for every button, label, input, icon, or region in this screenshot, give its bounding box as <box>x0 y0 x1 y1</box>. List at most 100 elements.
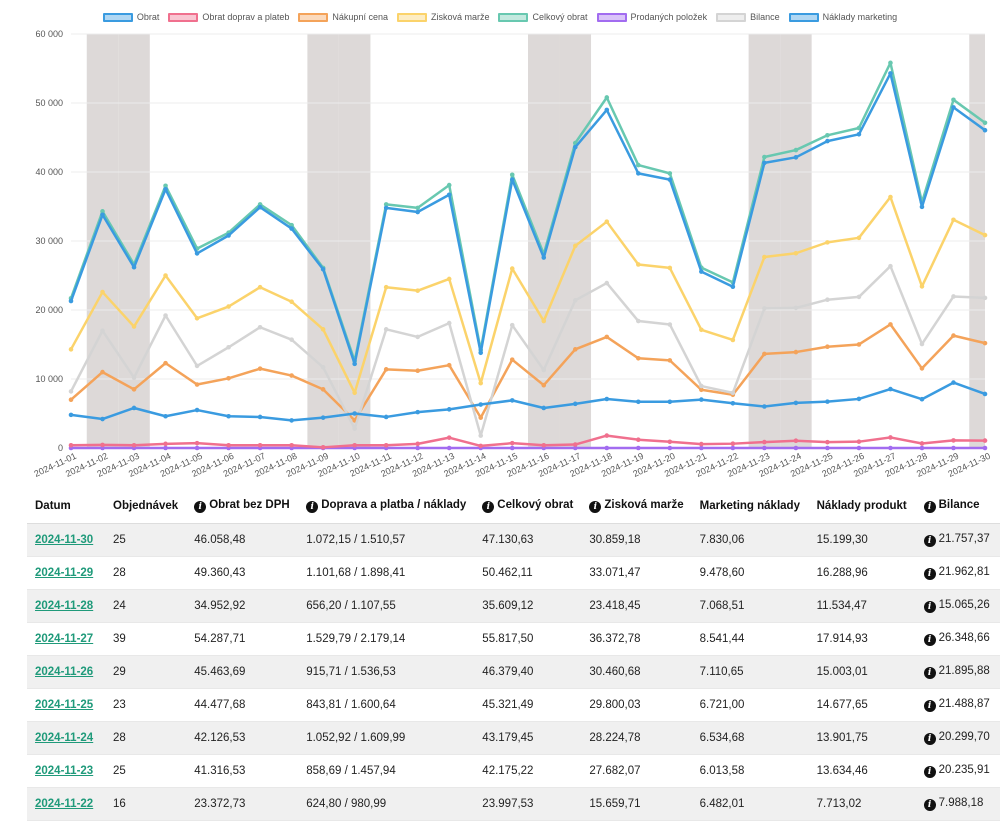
date-link[interactable]: 2024-11-22 <box>35 797 94 810</box>
cell-total: 55.817,50 <box>474 622 582 656</box>
header-margin-label: Zisková marže <box>604 498 684 511</box>
legend-label: Zisková marže <box>430 12 490 22</box>
info-icon[interactable]: i <box>923 633 936 646</box>
data-point <box>951 445 956 451</box>
info-icon[interactable]: i <box>923 500 936 513</box>
cell-orders: 39 <box>105 622 187 656</box>
data-point <box>100 369 105 375</box>
data-point <box>415 368 420 374</box>
date-link[interactable]: 2024-11-24 <box>35 731 94 744</box>
cell-balance: i 21.895,88 <box>915 655 1000 689</box>
data-point <box>478 380 484 386</box>
table-row: 2024-11-23 25 41.316,53 858,69 / 1.457,94 42… <box>27 754 1000 788</box>
data-point <box>888 71 893 76</box>
data-point <box>572 442 578 447</box>
data-point <box>982 391 988 397</box>
cell-balance: i 20.299,70 <box>915 721 1000 755</box>
balance-value: 20.299,70 <box>938 730 990 743</box>
balance-value: 15.065,26 <box>938 598 990 611</box>
data-point <box>919 366 925 371</box>
data-point <box>131 442 137 448</box>
data-point <box>730 390 736 396</box>
data-point <box>320 364 326 370</box>
chart-area: Obrat Obrat doprav a plateb Nákupní cena Zi… <box>32 12 991 479</box>
info-icon[interactable]: i <box>306 500 319 513</box>
legend-item[interactable]: Zisková marže <box>396 12 490 22</box>
data-point <box>636 445 641 451</box>
legend-item[interactable]: Nákupní cena <box>298 12 388 22</box>
data-point <box>68 347 74 352</box>
data-point <box>541 442 547 448</box>
header-revenue-label: Obrat bez DPH <box>209 498 290 511</box>
y-tick-label: 0 <box>58 443 63 453</box>
data-point <box>194 440 200 446</box>
legend-item[interactable]: Obrat doprav a plateb <box>168 12 289 22</box>
info-icon[interactable]: i <box>923 798 936 811</box>
legend-item[interactable]: Obrat <box>102 12 160 22</box>
data-point <box>604 433 610 438</box>
legend-swatch <box>716 12 747 22</box>
date-link[interactable]: 2024-11-26 <box>35 665 94 678</box>
info-icon[interactable]: i <box>589 500 602 513</box>
data-point <box>68 412 74 418</box>
info-icon[interactable]: i <box>923 534 936 547</box>
date-link[interactable]: 2024-11-29 <box>35 566 94 579</box>
info-icon[interactable]: i <box>923 699 936 712</box>
y-tick-label: 50 000 <box>35 98 63 108</box>
info-icon[interactable]: i <box>923 666 936 679</box>
info-icon[interactable]: i <box>923 600 936 613</box>
header-revenue: i Obrat bez DPH <box>186 489 299 524</box>
date-link[interactable]: 2024-11-27 <box>35 632 94 645</box>
date-link[interactable]: 2024-11-23 <box>35 764 94 777</box>
cell-date: 2024-11-29 <box>27 556 105 590</box>
cell-total: 45.321,49 <box>474 688 582 722</box>
date-link[interactable]: 2024-11-25 <box>35 698 94 711</box>
series-line <box>69 61 986 363</box>
data-point <box>825 132 830 138</box>
data-point <box>509 266 515 271</box>
cell-shipping: 843,81 / 1.600,64 <box>298 688 475 722</box>
legend-label: Obrat <box>136 12 160 22</box>
date-link[interactable]: 2024-11-30 <box>35 533 94 546</box>
cell-date: 2024-11-27 <box>27 622 105 656</box>
data-point <box>541 318 547 324</box>
legend-item[interactable]: Celkový obrat <box>498 12 588 22</box>
legend-swatch <box>298 12 329 22</box>
legend-swatch <box>788 12 819 22</box>
data-point <box>730 441 736 446</box>
data-point <box>163 313 168 318</box>
data-point <box>919 441 925 446</box>
info-icon[interactable]: i <box>482 500 495 513</box>
info-icon[interactable]: i <box>923 765 936 778</box>
table-row: 2024-11-27 39 54.287,71 1.529,79 / 2.179,14… <box>27 622 1000 656</box>
cell-revenue: 41.316,53 <box>186 754 299 788</box>
info-icon[interactable]: i <box>194 500 207 513</box>
cell-orders: 25 <box>105 754 187 788</box>
data-point <box>415 445 420 451</box>
data-point <box>478 402 484 407</box>
data-point <box>604 107 610 113</box>
data-point <box>951 105 956 110</box>
cell-product-cost: 11.534,47 <box>808 589 916 623</box>
cell-total: 42.175,22 <box>474 754 582 788</box>
cell-date: 2024-11-28 <box>27 589 105 623</box>
legend-item[interactable]: Bilance <box>716 12 780 22</box>
data-point <box>509 172 515 178</box>
data-point <box>888 322 893 327</box>
data-point <box>730 284 736 290</box>
data-point <box>194 445 200 451</box>
data-point <box>320 387 326 392</box>
legend-item[interactable]: Prodaných položek <box>596 12 707 22</box>
legend-item[interactable]: Náklady marketing <box>788 12 897 22</box>
info-icon[interactable]: i <box>923 567 936 580</box>
data-point <box>289 337 294 342</box>
data-point <box>730 445 736 451</box>
data-point <box>383 367 389 372</box>
data-point <box>762 160 767 166</box>
y-tick-label: 30 000 <box>35 236 63 246</box>
info-icon[interactable]: i <box>923 732 936 745</box>
cell-orders: 29 <box>105 655 187 689</box>
date-link[interactable]: 2024-11-28 <box>35 599 94 612</box>
data-point <box>131 405 137 411</box>
data-point <box>762 439 767 445</box>
